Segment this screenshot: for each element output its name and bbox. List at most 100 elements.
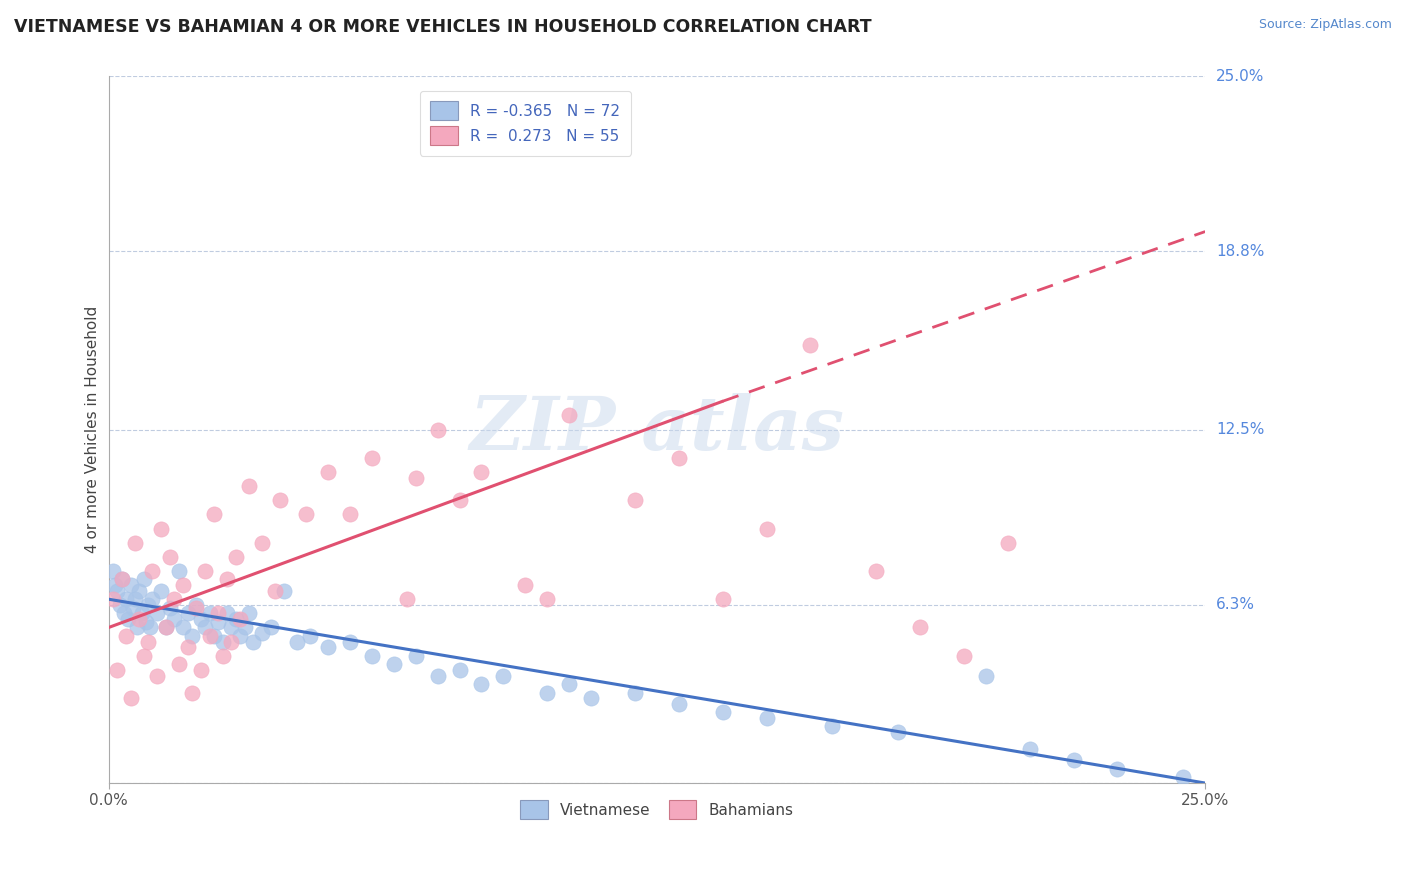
Point [755,522,778,536]
Point [207,607,229,621]
Point [339,508,361,522]
Point [181,685,204,699]
Point [233,620,256,634]
Point [238,607,260,621]
Point [141,592,163,607]
Point [1063,753,1085,767]
Point [139,620,162,634]
Point [360,648,382,663]
Point [238,479,260,493]
Point [181,629,204,643]
Text: 12.5%: 12.5% [1216,422,1264,437]
Point [198,607,221,621]
Point [711,592,734,607]
Point [821,719,844,733]
Point [167,657,190,672]
Point [207,615,229,629]
Point [172,620,194,634]
Point [799,337,821,351]
Point [974,668,997,682]
Point [135,615,157,629]
Point [127,620,149,634]
Legend: Vietnamese, Bahamians: Vietnamese, Bahamians [515,794,800,825]
Point [536,592,558,607]
Point [515,578,537,592]
Point [624,685,647,699]
Text: 25.0%: 25.0% [1216,69,1264,84]
Point [111,573,134,587]
Text: Source: ZipAtlas.com: Source: ZipAtlas.com [1258,18,1392,31]
Point [163,592,186,607]
Point [360,450,382,465]
Point [150,583,173,598]
Point [211,634,233,648]
Point [159,549,181,564]
Point [536,685,558,699]
Point [579,691,602,706]
Point [470,465,492,479]
Point [124,535,146,549]
Point [1018,742,1040,756]
Point [295,508,318,522]
Point [190,612,212,626]
Point [997,535,1019,549]
Point [449,663,471,677]
Point [316,465,339,479]
Point [316,640,339,655]
Point [339,634,361,648]
Text: VIETNAMESE VS BAHAMIAN 4 OR MORE VEHICLES IN HOUSEHOLD CORRELATION CHART: VIETNAMESE VS BAHAMIAN 4 OR MORE VEHICLE… [14,18,872,36]
Point [395,592,418,607]
Point [492,668,515,682]
Point [117,612,139,626]
Point [124,592,146,607]
Point [221,634,243,648]
Point [111,573,134,587]
Point [711,706,734,720]
Point [755,711,778,725]
Point [558,409,581,423]
Point [194,564,217,578]
Point [104,578,127,592]
Point [1107,762,1129,776]
Point [285,634,308,648]
Point [176,607,198,621]
Point [264,583,287,598]
Point [953,648,976,663]
Point [215,607,238,621]
Point [150,522,173,536]
Point [115,629,138,643]
Point [101,564,124,578]
Point [159,600,181,615]
Text: 18.8%: 18.8% [1216,244,1264,259]
Point [120,578,142,592]
Point [131,607,153,621]
Point [186,600,208,615]
Point [221,620,243,634]
Point [155,620,177,634]
Point [269,493,291,508]
Point [426,668,449,682]
Point [558,677,581,691]
Point [136,634,159,648]
Point [215,573,238,587]
Point [211,648,233,663]
Point [887,725,910,739]
Point [176,640,198,655]
Point [865,564,887,578]
Point [299,629,322,643]
Point [273,583,295,598]
Point [132,573,155,587]
Point [908,620,931,634]
Point [107,663,129,677]
Point [405,648,427,663]
Point [107,583,129,598]
Point [163,612,186,626]
Point [141,564,163,578]
Point [229,612,252,626]
Y-axis label: 4 or more Vehicles in Household: 4 or more Vehicles in Household [86,306,100,553]
Point [186,598,208,612]
Point [115,592,138,607]
Point [225,549,247,564]
Point [132,648,155,663]
Point [1173,771,1195,785]
